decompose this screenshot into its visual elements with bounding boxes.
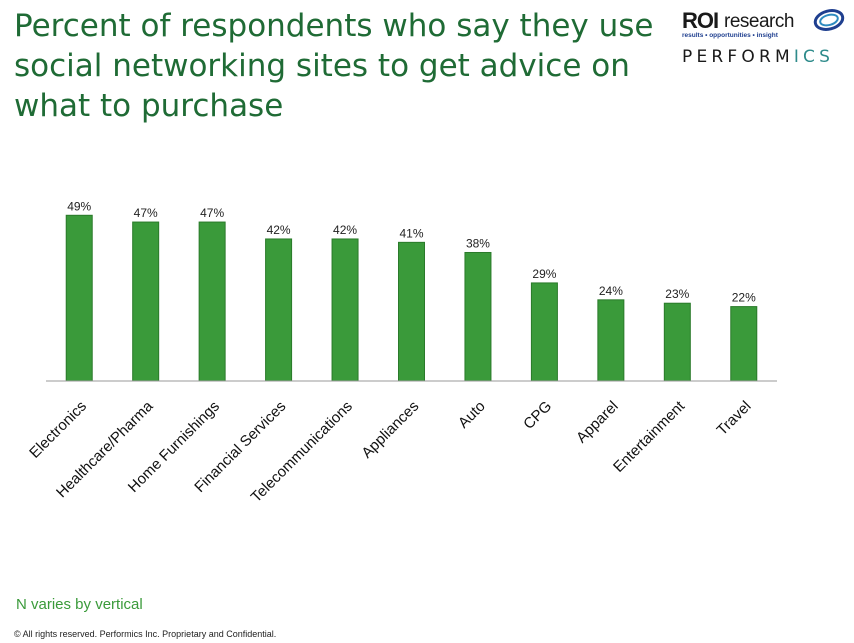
roi-performics-logo: ROI research results • opportunities • i… [680, 8, 850, 68]
data-label-6: 38% [466, 236, 490, 250]
tick-label-5: Appliances [358, 398, 422, 462]
slide-title: Percent of respondents who say they use … [14, 8, 654, 124]
data-label-1: 47% [134, 206, 158, 220]
bar-10 [730, 306, 758, 382]
tick-label-9: Entertainment [610, 397, 689, 476]
swoosh-icon [813, 9, 845, 31]
bar-4 [331, 238, 359, 382]
data-label-4: 42% [333, 223, 357, 237]
bar-3 [265, 238, 293, 382]
tick-label-10: Travel [714, 398, 755, 439]
data-label-10: 22% [732, 291, 756, 305]
data-label-3: 42% [267, 223, 291, 237]
data-label-8: 24% [599, 284, 623, 298]
bar-5 [398, 241, 425, 382]
logo-roi-text: ROI [682, 8, 719, 33]
logo-research-text: research [724, 11, 794, 32]
sample-note: N varies by vertical [16, 596, 143, 613]
logo-tagline: results • opportunities • insight [682, 32, 778, 39]
bar-7 [530, 282, 558, 382]
tick-label-6: Auto [455, 398, 489, 432]
bar-8 [597, 299, 625, 382]
bar-2 [198, 221, 226, 382]
bar-9 [663, 302, 691, 382]
data-label-9: 23% [665, 287, 689, 301]
tick-label-0: Electronics [26, 398, 90, 462]
tick-label-7: CPG [520, 398, 555, 433]
bar-6 [464, 251, 492, 382]
data-label-5: 41% [399, 226, 423, 240]
data-label-7: 29% [532, 267, 556, 281]
tick-label-8: Apparel [573, 398, 622, 447]
bar-1 [132, 221, 160, 382]
data-label-2: 47% [200, 206, 224, 220]
copyright-footer: © All rights reserved. Performics Inc. P… [14, 629, 277, 639]
logo-performics-text: PERFORMICS [682, 47, 835, 67]
bar-0 [65, 214, 93, 382]
bar-chart: 49% 47% 47% 42% 42% 41% 38% 29% 24% 23% 22% Electr… [26, 199, 777, 506]
data-label-0: 49% [67, 199, 91, 213]
